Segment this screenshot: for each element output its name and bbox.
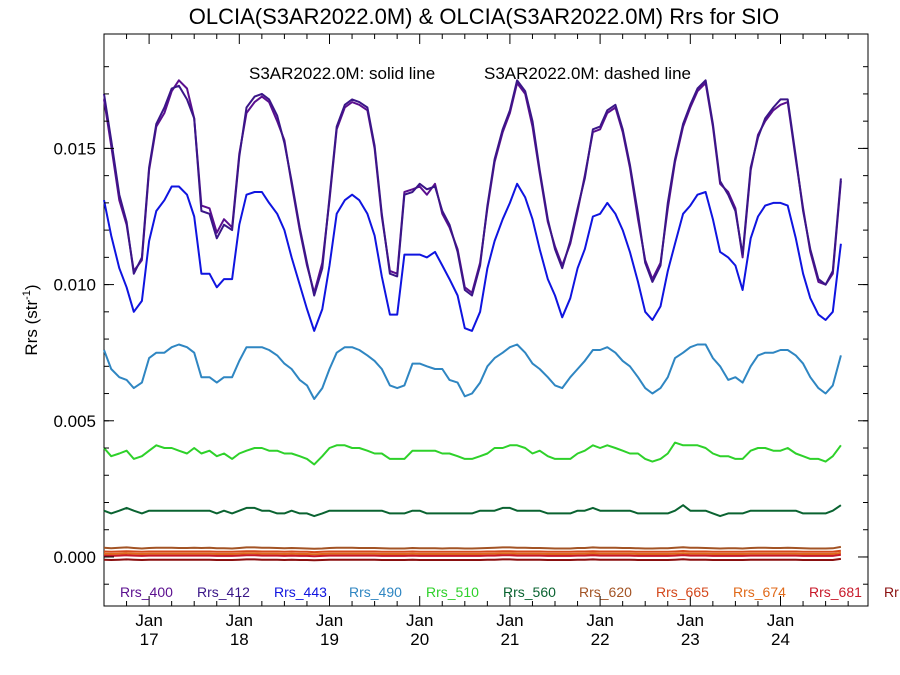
y-tick-label: 0.015 — [53, 139, 96, 158]
y-tick-label: 0.010 — [53, 276, 96, 295]
legend-item: Rrs_681 — [809, 584, 862, 600]
series-line-rrs-674 — [103, 551, 842, 556]
series-line-rr — [103, 557, 842, 562]
x-tick-day: 24 — [771, 630, 790, 649]
x-tick-day: 18 — [230, 630, 249, 649]
series-line-rrs-510 — [103, 441, 842, 466]
x-tick-day: 21 — [500, 630, 519, 649]
x-tick-month: Jan — [226, 611, 253, 630]
legend-item: Rrs_443 — [274, 584, 327, 600]
x-tick-month: Jan — [586, 611, 613, 630]
y-axis-label: Rrs (str-1) — [21, 284, 41, 355]
chart-title: OLCIA(S3AR2022.0M) & OLCIA(S3AR2022.0M) … — [189, 4, 780, 29]
plot-frame — [103, 33, 869, 607]
x-tick-month: Jan — [496, 611, 523, 630]
x-tick-month: Jan — [406, 611, 433, 630]
legend-item: Rrs_560 — [503, 584, 556, 600]
x-tick-day: 19 — [320, 630, 339, 649]
legend-item: Rrs_510 — [426, 584, 479, 600]
x-tick-day: 20 — [410, 630, 429, 649]
series-line-rrs-560 — [103, 504, 842, 518]
legend-item: Rr — [884, 584, 899, 600]
x-tick-month: Jan — [135, 611, 162, 630]
x-tick-day: 22 — [591, 630, 610, 649]
legend-item: Rrs_674 — [733, 584, 786, 600]
x-tick-day: 17 — [140, 630, 159, 649]
x-tick-month: Jan — [767, 611, 794, 630]
series-line-rrs-443 — [103, 182, 842, 332]
y-tick-label: 0.005 — [53, 412, 96, 431]
series-layer — [103, 79, 842, 562]
legend-item: Rrs_490 — [349, 584, 402, 600]
series-line-rrs-665 — [103, 549, 842, 554]
legend-item: Rrs_620 — [579, 584, 632, 600]
annotation-dashed: S3AR2022.0M: dashed line — [484, 64, 691, 83]
x-tick-day: 23 — [681, 630, 700, 649]
legend-item: Rrs_412 — [197, 584, 250, 600]
legend-item: Rrs_665 — [656, 584, 709, 600]
series-line-rrs-681 — [103, 553, 842, 558]
series-line-rrs-412 — [103, 79, 842, 297]
x-tick-month: Jan — [316, 611, 343, 630]
series-line-rrs-620 — [103, 545, 842, 550]
y-tick-label: 0.000 — [53, 548, 96, 567]
axes-layer: 0.0000.0050.0100.015Jan17Jan18Jan19Jan20… — [53, 34, 868, 649]
legend: Rrs_400 Rrs_412 Rrs_443 Rrs_490 Rrs_510 Rrs_5… — [120, 584, 899, 600]
annotation-solid: S3AR2022.0M: solid line — [249, 64, 435, 83]
x-tick-month: Jan — [677, 611, 704, 630]
series-line-rrs-490 — [103, 343, 842, 400]
legend-item: Rrs_400 — [120, 584, 173, 600]
